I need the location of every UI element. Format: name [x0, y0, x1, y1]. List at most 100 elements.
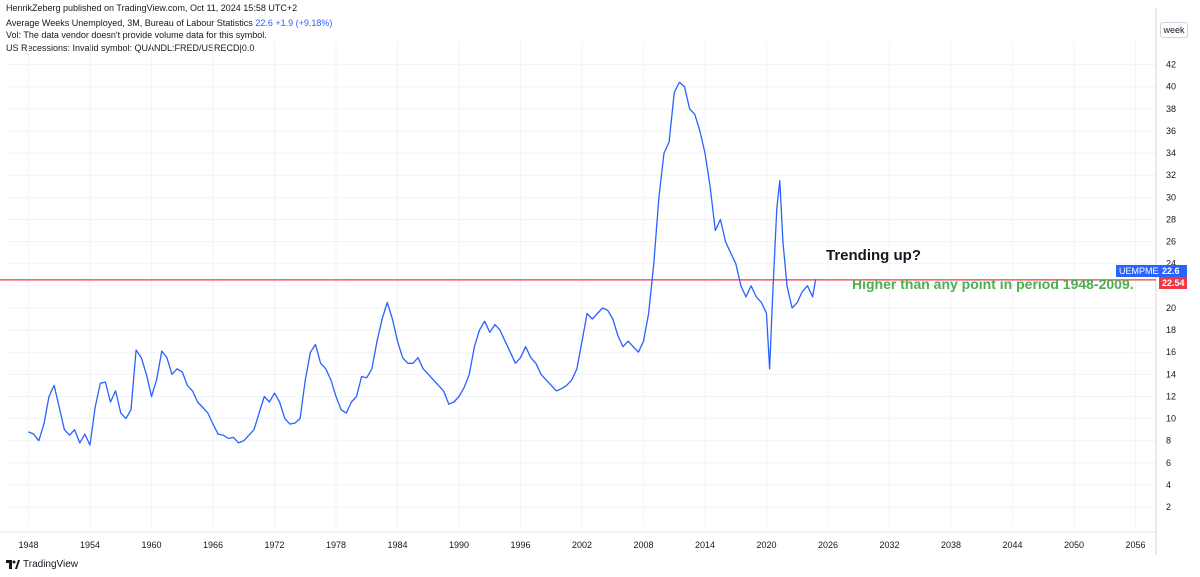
series-point [79, 442, 80, 443]
y-tick-label: 12 [1166, 391, 1176, 401]
x-tick-label: 2020 [756, 540, 776, 550]
series-point [566, 385, 567, 386]
y-tick-label: 14 [1166, 369, 1176, 379]
series-point [228, 438, 229, 439]
series-point [663, 153, 664, 154]
series-point [782, 241, 783, 242]
series-point [84, 434, 85, 435]
series-point [776, 208, 777, 209]
series-point [197, 401, 198, 402]
x-tick-label: 1960 [141, 540, 161, 550]
series-point [704, 153, 705, 154]
series-point [305, 379, 306, 380]
unit-selector[interactable]: week [1160, 22, 1188, 38]
series-point [792, 307, 793, 308]
series-point [387, 302, 388, 303]
annotation-higher-than: Higher than any point in period 1948-200… [852, 276, 1134, 292]
series-point [141, 357, 142, 358]
series-point [43, 424, 44, 425]
series-point [807, 285, 808, 286]
series-point [284, 418, 285, 419]
series-point [494, 324, 495, 325]
series-point [48, 396, 49, 397]
series-point [815, 279, 816, 280]
series-point [69, 435, 70, 436]
series-point [248, 435, 249, 436]
series-point [223, 435, 224, 436]
series-point [515, 363, 516, 364]
x-tick-label: 2002 [572, 540, 592, 550]
series-point [38, 440, 39, 441]
series-point [602, 307, 603, 308]
publish-note: HenrikZeberg published on TradingView.co… [6, 3, 298, 13]
series-point [356, 396, 357, 397]
series-point [100, 383, 101, 384]
series-point [151, 396, 152, 397]
series-point [428, 374, 429, 375]
series-point [161, 351, 162, 352]
series-point [95, 407, 96, 408]
series-point [294, 422, 295, 423]
y-tick-label: 34 [1166, 148, 1176, 158]
x-tick-label: 2050 [1064, 540, 1084, 550]
series-point [136, 349, 137, 350]
series-point [740, 285, 741, 286]
y-tick-label: 4 [1166, 480, 1171, 490]
series-point [243, 440, 244, 441]
series-group [28, 81, 817, 446]
series-point [171, 374, 172, 375]
series-point [392, 318, 393, 319]
series-point [156, 379, 157, 380]
last-value-tag: 22.6 [1159, 265, 1187, 277]
series-point [115, 390, 116, 391]
series-point [772, 296, 773, 297]
series-point [510, 352, 511, 353]
x-tick-label: 1996 [510, 540, 530, 550]
series-point [556, 390, 557, 391]
footer-brand[interactable]: TradingView [6, 559, 78, 570]
series-point [371, 368, 372, 369]
series-point [289, 424, 290, 425]
series-point [571, 379, 572, 380]
series-point [679, 82, 680, 83]
y-tick-label: 8 [1166, 436, 1171, 446]
series-point [530, 357, 531, 358]
x-axis: 1948 1954 1960 1966 1972 1978 1984 1990 1996 2002… [18, 540, 1145, 550]
recession-note: US Recessions: Invalid symbol: QUANDL:FR… [6, 43, 255, 53]
series-point [779, 180, 780, 181]
series-point [499, 330, 500, 331]
series-point [802, 291, 803, 292]
series-point [264, 396, 265, 397]
series-point [412, 363, 413, 364]
series-point [786, 285, 787, 286]
series-point [341, 409, 342, 410]
series-point [735, 263, 736, 264]
series-point [130, 409, 131, 410]
series-point [187, 385, 188, 386]
series-point [253, 429, 254, 430]
series-point [269, 401, 270, 402]
series-line[interactable] [28, 81, 817, 446]
series-point [766, 313, 767, 314]
series-point [715, 230, 716, 231]
series-point [315, 344, 316, 345]
series-point [797, 302, 798, 303]
series-point [505, 341, 506, 342]
y-tick-label: 30 [1166, 192, 1176, 202]
series-point [346, 413, 347, 414]
series-point [207, 413, 208, 414]
y-tick-label: 36 [1166, 126, 1176, 136]
series-point [146, 374, 147, 375]
series-point [397, 341, 398, 342]
series-point [469, 374, 470, 375]
series-point [648, 313, 649, 314]
y-tick-label: 42 [1166, 60, 1176, 70]
series-point [212, 424, 213, 425]
y-tick-label: 6 [1166, 458, 1171, 468]
series-point [335, 396, 336, 397]
series-point [448, 404, 449, 405]
series-point [710, 186, 711, 187]
y-tick-label: 18 [1166, 325, 1176, 335]
series-point [622, 346, 623, 347]
